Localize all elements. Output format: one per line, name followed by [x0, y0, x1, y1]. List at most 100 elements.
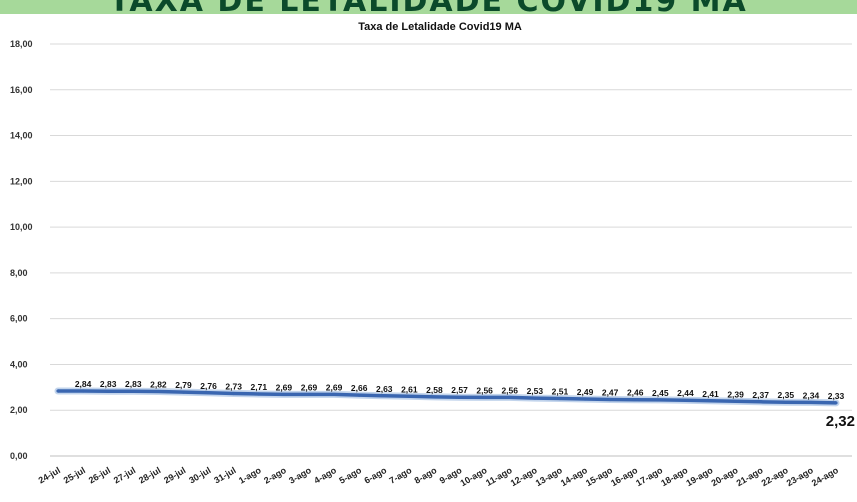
x-tick-label: 8-ago — [413, 465, 439, 486]
data-label: 2,56 — [476, 385, 493, 395]
y-axis-ticks: 0,00 2,00 4,00 6,00 8,00 10,00 12,00 14,00 16,00… — [10, 39, 33, 461]
x-tick-label: 6-ago — [362, 465, 388, 486]
x-tick-label: 21-ago — [735, 465, 766, 488]
lethality-line-chart: Taxa de Letalidade Covid19 MA 0,00 2,00 4,… — [10, 21, 855, 488]
data-point — [558, 396, 562, 401]
y-tick-label: 14,00 — [10, 131, 33, 141]
x-tick-label: 27-jul — [112, 465, 137, 485]
data-label: 2,44 — [677, 388, 694, 398]
data-label: 2,56 — [501, 385, 518, 395]
data-point — [307, 392, 311, 397]
data-point — [181, 390, 186, 394]
data-label: 2,71 — [251, 382, 268, 392]
x-axis-ticks: 24-jul 25-jul 26-jul 27-jul 28-jul 29-jul 30-j… — [37, 465, 841, 488]
data-label: 2,69 — [301, 382, 318, 392]
y-tick-label: 6,00 — [10, 314, 28, 324]
data-label: 2,83 — [100, 379, 117, 389]
series-line — [54, 387, 840, 407]
data-point — [457, 395, 462, 399]
data-label: 2,66 — [351, 383, 368, 393]
x-tick-label: 25-jul — [62, 465, 87, 485]
data-point — [106, 389, 110, 393]
data-point — [658, 398, 662, 402]
data-label: 2,41 — [702, 389, 719, 399]
data-label: 2,79 — [175, 380, 192, 390]
data-point — [131, 389, 135, 393]
y-tick-label: 8,00 — [10, 268, 28, 278]
x-tick-label: 23-ago — [785, 465, 816, 488]
data-point — [357, 393, 361, 397]
x-tick-label: 24-jul — [37, 465, 62, 485]
data-label: 2,57 — [451, 385, 468, 395]
x-tick-label: 11-ago — [484, 465, 514, 488]
x-tick-label: 26-jul — [87, 465, 112, 485]
y-tick-label: 16,00 — [10, 85, 33, 95]
last-value-label: 2,32 — [826, 413, 855, 430]
data-point — [533, 396, 537, 400]
data-point — [282, 392, 286, 397]
y-tick-label: 0,00 — [10, 451, 28, 461]
chart-title: Taxa de Letalidade Covid19 MA — [358, 21, 522, 33]
data-point — [483, 395, 487, 400]
data-label: 2,83 — [125, 379, 142, 389]
data-label: 2,34 — [803, 390, 820, 400]
data-point — [834, 401, 838, 405]
data-label: 2,51 — [552, 387, 569, 397]
data-point — [382, 394, 386, 398]
x-tick-label: 2-ago — [262, 465, 288, 486]
x-tick-label: 4-ago — [312, 465, 338, 486]
y-tick-label: 4,00 — [10, 359, 28, 369]
y-tick-label: 10,00 — [10, 222, 33, 232]
x-tick-label: 16-ago — [609, 465, 640, 488]
data-point — [232, 391, 236, 396]
data-label: 2,63 — [376, 384, 393, 394]
data-label: 2,47 — [602, 387, 619, 397]
data-label: 2,69 — [276, 382, 293, 392]
data-label: 2,58 — [426, 385, 443, 395]
data-point — [81, 389, 85, 393]
x-tick-label: 31-jul — [212, 465, 237, 485]
x-tick-label: 24-ago — [810, 465, 841, 488]
data-point — [432, 395, 437, 399]
x-tick-label: 3-ago — [287, 465, 313, 486]
data-point — [759, 400, 763, 404]
data-label: 2,82 — [150, 379, 167, 389]
x-tick-label: 14-ago — [559, 465, 590, 488]
x-tick-label: 10-ago — [459, 465, 490, 488]
x-tick-label: 22-ago — [760, 465, 791, 488]
x-tick-label: 19-ago — [684, 465, 715, 488]
gridlines — [50, 43, 852, 457]
data-point — [407, 394, 411, 398]
x-tick-label: 7-ago — [388, 465, 414, 486]
x-tick-label: 18-ago — [659, 465, 690, 488]
data-point — [708, 399, 713, 403]
x-tick-label: 12-ago — [509, 465, 540, 488]
x-tick-label: 29-jul — [162, 465, 187, 485]
y-tick-label: 12,00 — [10, 176, 33, 186]
data-point — [156, 389, 160, 394]
data-label: 2,46 — [627, 388, 644, 398]
data-point — [734, 399, 738, 403]
page-banner: TAXA DE LETALIDADE COVID19 MA — [0, 0, 857, 14]
data-point — [508, 395, 512, 400]
x-tick-label: 20-ago — [709, 465, 740, 488]
data-labels: 2,84 2,83 2,83 2,82 2,79 2,76 2,73 2,71 2,69 2,69… — [75, 379, 845, 401]
data-label: 2,53 — [527, 386, 544, 396]
data-label: 2,35 — [778, 390, 795, 400]
x-tick-label: 1-ago — [237, 465, 263, 486]
data-point — [257, 392, 261, 396]
data-point — [683, 398, 688, 402]
data-point — [56, 389, 60, 393]
x-tick-label: 28-jul — [137, 465, 162, 485]
data-point — [608, 397, 612, 402]
x-tick-label: 30-jul — [187, 465, 212, 485]
series-line-path — [58, 389, 837, 405]
data-label: 2,73 — [225, 382, 242, 392]
data-label: 2,84 — [75, 379, 92, 389]
data-point — [809, 400, 813, 405]
data-label: 2,61 — [401, 384, 418, 394]
data-label: 2,39 — [727, 389, 744, 399]
data-label: 2,76 — [200, 381, 217, 391]
data-point — [332, 392, 336, 397]
data-label: 2,69 — [326, 382, 343, 392]
